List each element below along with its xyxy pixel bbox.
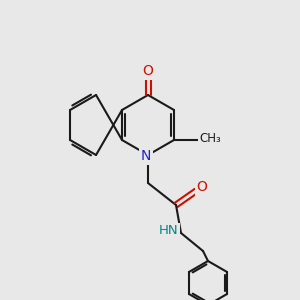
Text: N: N: [141, 149, 151, 163]
Text: O: O: [142, 64, 153, 78]
Text: O: O: [196, 180, 207, 194]
Text: HN: HN: [159, 224, 179, 238]
Text: CH₃: CH₃: [199, 133, 221, 146]
